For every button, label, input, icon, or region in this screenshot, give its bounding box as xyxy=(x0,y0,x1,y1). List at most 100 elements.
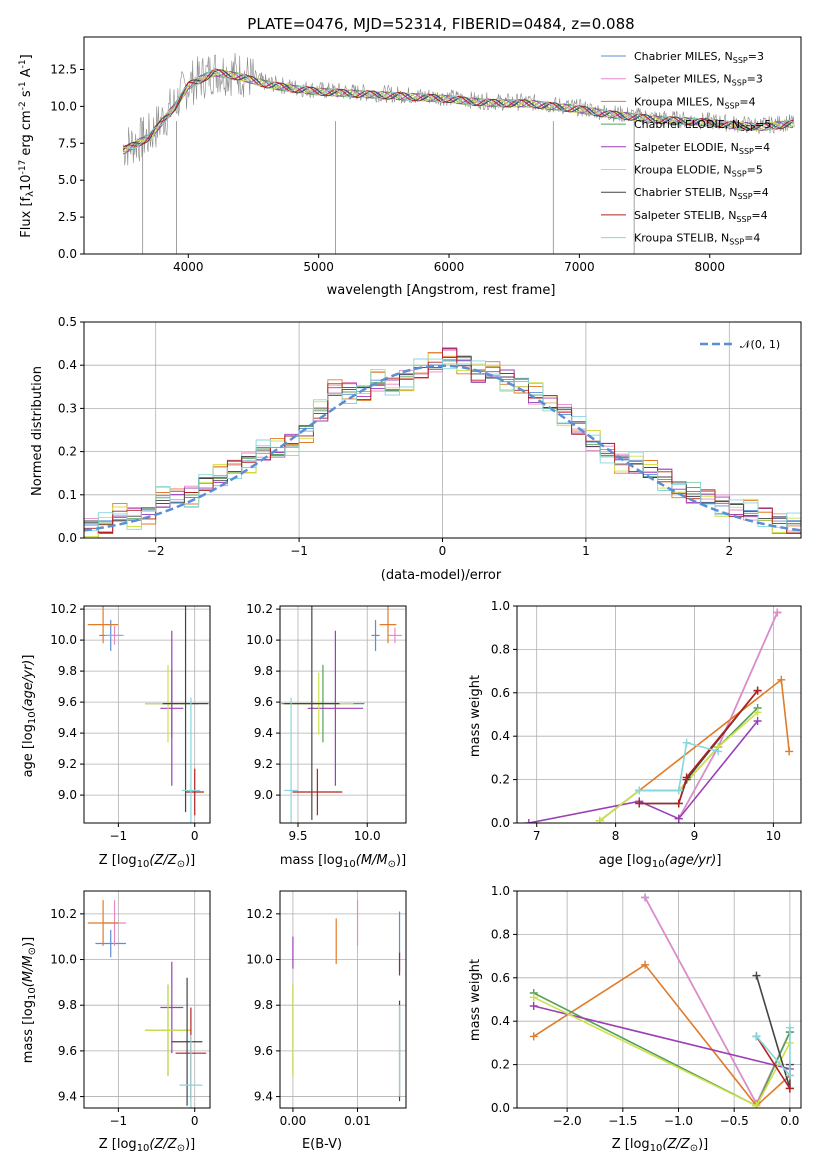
age-z-xlabel: Z [log10(Z/Z⊙)] xyxy=(99,853,195,870)
y-tick-label: 0.2 xyxy=(491,1058,510,1072)
x-tick-label: 0.00 xyxy=(280,1114,307,1128)
mass-vs-ebv-panel: 0.00 0.01 9.4 9.6 9.8 10.0 10.2 xyxy=(246,890,407,1128)
y-tick-label: 0.5 xyxy=(58,315,77,329)
y-tick-label: 10.0 xyxy=(50,633,77,647)
legend-entry-n: 4 xyxy=(753,232,760,245)
x-tick-label: −1 xyxy=(290,544,308,558)
legend-entry-text: Kroupa ELODIE, N xyxy=(634,164,732,177)
mass-ebv-xlabel: E(B-V) xyxy=(302,1137,342,1152)
x-tick-label: 5000 xyxy=(303,260,334,274)
legend-entry-text: Chabrier STELIB, N xyxy=(634,186,738,199)
massweight-point xyxy=(529,993,538,1002)
x-tick-label: −1.5 xyxy=(608,1114,637,1128)
legend-entry-n: 4 xyxy=(761,209,768,222)
massweight-point xyxy=(529,1032,538,1041)
age-mass-xlabel: mass [log10(M/M⊙)] xyxy=(280,853,406,870)
axes-frame xyxy=(279,890,407,1109)
legend-entry-text: Kroupa STELIB, N xyxy=(634,232,729,245)
massweight-point xyxy=(773,608,782,617)
spectrum-model-line xyxy=(122,68,794,148)
spectrum-model-line xyxy=(122,71,794,155)
axes-frame xyxy=(83,321,802,539)
y-tick-label: 9.4 xyxy=(254,726,273,740)
massweight-point xyxy=(641,960,650,969)
plot-area xyxy=(84,347,801,538)
age-vs-mass-panel: 9.5 10.0 9.0 9.2 9.4 9.6 9.8 10.0 10.2 xyxy=(246,602,407,843)
y-tick-label: 9.4 xyxy=(58,1090,77,1104)
plot-area xyxy=(87,900,207,1108)
x-tick-label: 1 xyxy=(582,544,590,558)
y-tick-label: 0.6 xyxy=(491,686,510,700)
massweight-line xyxy=(755,1035,791,1089)
axes-frame xyxy=(83,605,211,824)
legend-entry: Chabrier ELODIE, NSSP=5 xyxy=(634,118,771,133)
y-tick-label: 0.4 xyxy=(491,729,510,743)
y-tick-label: 12.5 xyxy=(50,62,77,76)
y-tick-label: 0.3 xyxy=(58,401,77,415)
x-tick-label: 0.0 xyxy=(780,1114,799,1128)
y-tick-label: 0.0 xyxy=(58,247,77,261)
massweight-point xyxy=(777,675,786,684)
x-tick-label: 4000 xyxy=(173,260,204,274)
residual-histogram-step xyxy=(84,358,801,538)
legend-entry-sub: SSP xyxy=(729,238,744,247)
massweight-line xyxy=(755,975,791,1089)
legend-entry-n: 5 xyxy=(756,164,763,177)
residual-histogram-panel: −2 −1 0 1 2 0.0 0.1 0.2 0.3 0.4 0.5 𝒩(0, 1) xyxy=(58,315,802,558)
legend-entry-sub: SSP xyxy=(738,192,753,201)
x-tick-label: −1 xyxy=(110,1114,128,1128)
legend-entry: Kroupa ELODIE, NSSP=5 xyxy=(634,164,763,179)
y-tick-label: 9.8 xyxy=(254,998,273,1012)
y-tick-label: 9.0 xyxy=(58,788,77,802)
plot-area xyxy=(524,608,794,823)
axes-frame xyxy=(279,605,407,824)
legend-entry: Chabrier MILES, NSSP=3 xyxy=(634,50,764,65)
legend-entry-n: 4 xyxy=(763,141,770,154)
y-tick-label: 9.6 xyxy=(254,1044,273,1058)
y-tick-label: 0.0 xyxy=(491,1101,510,1115)
massweight-point xyxy=(524,819,533,823)
axes-frame xyxy=(83,36,802,255)
legend-entry-eq: = xyxy=(753,186,762,199)
legend-entry: Salpeter ELODIE, NSSP=4 xyxy=(634,141,770,156)
massweight-line xyxy=(639,690,759,805)
legend-entry-text: Chabrier MILES, N xyxy=(634,50,733,63)
legend-entry-text: Kroupa MILES, N xyxy=(634,95,724,108)
spectrum-model-line xyxy=(122,69,794,151)
legend-entry-sub: SSP xyxy=(732,79,747,88)
legend-entry-eq: = xyxy=(751,209,760,222)
y-tick-label: 7.5 xyxy=(58,136,77,150)
residual-xlabel: (data-model)/error xyxy=(381,568,502,583)
legend-entry-text: Salpeter ELODIE, N xyxy=(634,141,739,154)
y-tick-label: 0.4 xyxy=(491,1014,510,1028)
massweight-point xyxy=(595,816,604,823)
massweight-point xyxy=(752,971,761,980)
spectrum-xlabel: wavelength [Angstrom, rest frame] xyxy=(327,283,556,298)
x-tick-label: 9 xyxy=(691,829,699,843)
y-tick-label: 0.0 xyxy=(58,531,77,545)
legend-entry-sub: SSP xyxy=(736,215,751,224)
plot-area xyxy=(87,606,209,823)
legend-entry-sub: SSP xyxy=(740,124,755,133)
massweight-point xyxy=(752,1101,761,1108)
massweight-point xyxy=(752,1032,761,1041)
x-tick-label: 7 xyxy=(533,829,541,843)
mass-z-xlabel: Z [log10(Z/Z⊙)] xyxy=(99,1137,195,1154)
legend-entry-eq: = xyxy=(748,50,757,63)
x-tick-label: 2 xyxy=(725,544,733,558)
legend-entry-sub: SSP xyxy=(724,101,739,110)
x-tick-label: 8 xyxy=(612,829,620,843)
y-tick-label: 10.0 xyxy=(50,953,77,967)
x-tick-label: −2.0 xyxy=(553,1114,582,1128)
massweight-point xyxy=(674,799,683,808)
plot-area xyxy=(281,606,402,823)
legend-entry-text: Chabrier ELODIE, N xyxy=(634,118,740,131)
y-tick-label: 9.8 xyxy=(58,998,77,1012)
mass-vs-metallicity-panel: −1 0 9.4 9.6 9.8 10.0 10.2 xyxy=(50,890,211,1128)
plot-area xyxy=(122,52,795,254)
y-tick-label: 9.6 xyxy=(254,695,273,709)
y-tick-label: 10.0 xyxy=(246,953,273,967)
y-tick-label: 10.2 xyxy=(50,602,77,616)
x-tick-label: −2 xyxy=(147,544,165,558)
